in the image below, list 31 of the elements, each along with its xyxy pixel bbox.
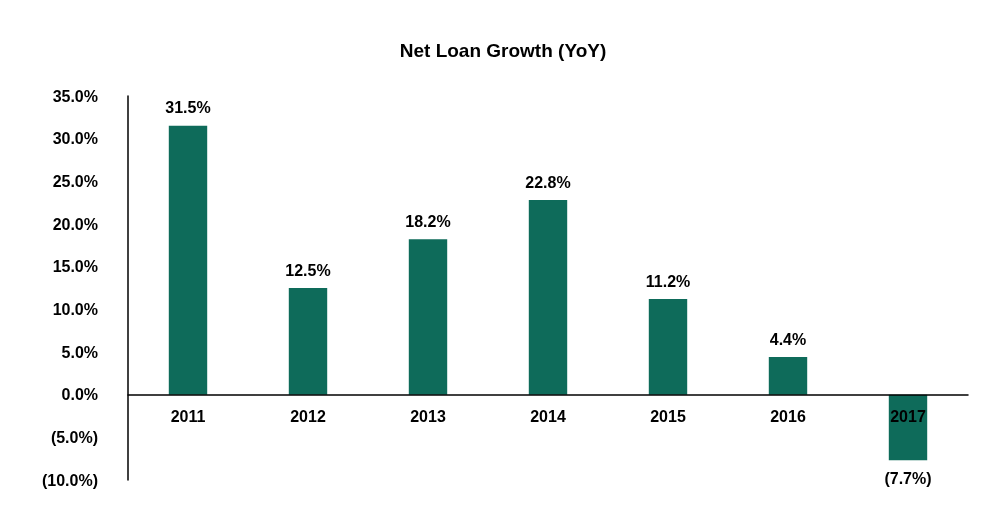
bar <box>648 299 688 395</box>
x-tick-label: 2015 <box>650 408 686 426</box>
y-tick-label: 10.0% <box>52 300 98 318</box>
x-tick-label: 2011 <box>170 408 206 426</box>
y-tick-label: (5.0%) <box>50 428 98 446</box>
data-label: 11.2% <box>645 272 691 290</box>
data-label: 18.2% <box>405 212 451 230</box>
bar <box>528 200 568 395</box>
y-tick-label: (10.0%) <box>41 471 98 489</box>
y-tick-label: 5.0% <box>61 343 98 361</box>
bar <box>768 357 808 395</box>
y-tick-label: 30.0% <box>52 130 98 148</box>
y-tick-label: 20.0% <box>52 215 98 233</box>
x-tick-label: 2016 <box>770 408 806 426</box>
bar <box>408 239 448 395</box>
y-tick-label: 0.0% <box>61 386 98 404</box>
data-label: (7.7%) <box>884 469 932 487</box>
y-tick-label: 35.0% <box>52 87 98 105</box>
y-tick-label: 25.0% <box>52 172 98 190</box>
x-tick-label: 2017 <box>890 408 926 426</box>
x-tick-label: 2012 <box>290 408 326 426</box>
bar <box>168 125 208 395</box>
data-label: 4.4% <box>769 330 807 348</box>
y-tick-label: 15.0% <box>52 258 98 276</box>
x-tick-label: 2014 <box>530 408 566 426</box>
data-label: 22.8% <box>525 173 571 191</box>
bar <box>288 288 328 395</box>
data-label: 12.5% <box>285 261 331 279</box>
data-label: 31.5% <box>165 99 211 117</box>
chart-title: Net Loan Growth (YoY) <box>399 40 607 61</box>
x-tick-label: 2013 <box>410 408 446 426</box>
